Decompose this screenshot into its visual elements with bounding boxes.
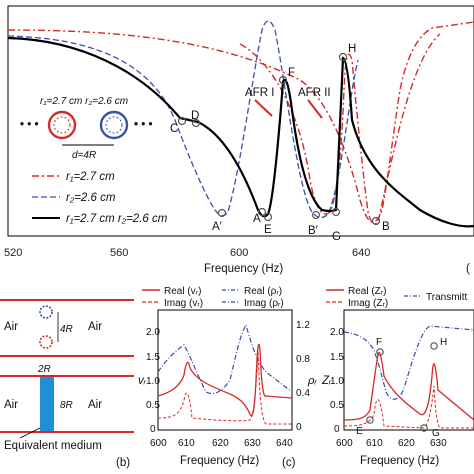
d-xt-610: 610: [366, 438, 383, 449]
c-xt-610: 610: [178, 438, 195, 449]
curve-r2: [7, 20, 359, 219]
d-yt-2: 2.0: [330, 327, 344, 338]
c-yt-1: 1.0: [146, 376, 160, 387]
d-xt-620: 620: [398, 438, 415, 449]
c-yt-15: 1.5: [146, 352, 160, 363]
point-markers: [177, 52, 381, 226]
d-point-f: F: [376, 337, 382, 348]
b-equivalent-slab: [40, 377, 54, 431]
d-legend-2: Transmitt: [426, 292, 468, 303]
legend-r2: r₂=2.6 cm: [66, 192, 116, 204]
inset-dots-left: • • •: [20, 119, 38, 131]
c-xt-640: 640: [276, 438, 293, 449]
c-label: (c): [282, 457, 296, 469]
legend-combined: r₁=2.7 cm r₂=2.6 cm: [66, 213, 168, 225]
inset-spacing: d=4R: [72, 150, 96, 161]
point-label-h: H: [348, 43, 356, 55]
c-xlabel: Frequency (Hz): [180, 455, 259, 467]
c-xt-600: 600: [150, 438, 167, 449]
d-ylabel: Zᵣ: [321, 375, 332, 387]
point-label-g: G: [332, 231, 341, 243]
c-yr-04: 0.4: [296, 388, 310, 399]
c-yt-0: 0: [150, 424, 156, 435]
b-dim-width: 2R: [37, 364, 51, 375]
d-yt-05: 0.5: [330, 400, 344, 411]
panel-d: Real (Zᵣ) Imag (Zᵣ) Transmitt F H E G 2.…: [321, 286, 474, 467]
b-air-left-top: Air: [4, 321, 18, 333]
d-xt-630: 630: [430, 438, 447, 449]
b-dim-height: 8R: [60, 400, 73, 411]
b-caption: Equivalent medium: [4, 440, 102, 452]
c-yt-2: 2.0: [146, 327, 160, 338]
point-label-c: C: [170, 123, 178, 135]
d-yt-1: 1.0: [330, 376, 344, 387]
c-yr-08: 0.8: [296, 354, 310, 365]
d-xlabel: Frequency (Hz): [360, 455, 439, 467]
x-tick-640: 640: [352, 247, 370, 259]
c-yr-0: 0: [296, 422, 302, 433]
panel-c: Real (vᵣ) Imag (vᵣ) Real (ρᵣ) Imag (ρᵣ) …: [138, 286, 318, 469]
d-point-e: E: [356, 426, 363, 437]
inset-dots-right: • • •: [134, 119, 152, 131]
inset-rings: • • • • • • d=4R r₁=2.7 cm r₂=2.6 cm: [20, 96, 152, 161]
legend-r1: r₁=2.7 cm: [66, 171, 115, 183]
d-curve-real-z: [343, 351, 474, 421]
d-legend-0: Real (Zᵣ): [348, 286, 387, 297]
point-label-b: B: [382, 221, 390, 233]
d-point-g: G: [432, 428, 440, 439]
curve-r1-peak: [239, 33, 441, 225]
c-frame: [157, 309, 293, 431]
d-point-markers: [366, 342, 438, 432]
point-label-b-prime: B′: [308, 225, 318, 237]
c-ylabel-right: ρᵣ: [307, 375, 318, 387]
point-label-e: E: [264, 224, 272, 236]
main-legend: r₁=2.7 cm r₂=2.6 cm r₁=2.7 cm r₂=2.6 cm: [32, 171, 168, 225]
x-tick-600: 600: [230, 247, 248, 259]
c-legend-3: Imag (ρᵣ): [244, 298, 284, 309]
b-dim-top: 4R: [60, 324, 73, 335]
c-yt-05: 0.5: [146, 400, 160, 411]
b-label: (b): [116, 457, 130, 469]
c-ylabel-left: vᵣ: [138, 375, 147, 387]
b-air-left-bottom: Air: [4, 399, 18, 411]
d-curve-transmit: [343, 325, 474, 400]
d-point-h: H: [440, 337, 447, 348]
point-label-a-prime: A′: [212, 221, 222, 233]
d-curve-imag-z: [343, 385, 474, 429]
panel-b: Air Air 4R 2R 8R Air Air Equivalent medi…: [0, 299, 134, 469]
c-legend-2: Real (ρᵣ): [244, 286, 282, 297]
inset-label: r₁=2.7 cm r₂=2.6 cm: [40, 96, 128, 107]
point-label-a: A: [253, 213, 261, 225]
d-frame: [343, 309, 474, 431]
afr-2-marker: [307, 99, 323, 119]
curve-r1: [7, 21, 474, 223]
x-tick-520: 520: [4, 247, 22, 259]
c-xt-630: 630: [244, 438, 261, 449]
curve-combined: [7, 36, 474, 228]
point-label-d: D: [191, 110, 199, 122]
c-curve-real-v: [157, 343, 293, 417]
d-yt-15: 1.5: [330, 352, 344, 363]
c-yr-12: 1.2: [296, 320, 310, 331]
b-air-right-bottom: Air: [88, 399, 102, 411]
c-curve-imag-v: [157, 349, 292, 425]
c-legend-0: Real (vᵣ): [164, 286, 201, 297]
main-plot-frame: [7, 5, 474, 237]
c-legend-1: Imag (vᵣ): [164, 298, 203, 309]
afr-2-label: AFR II: [298, 87, 331, 99]
main-panel-label: (: [466, 263, 470, 275]
d-xt-600: 600: [336, 438, 353, 449]
afr-1-marker: [254, 99, 273, 117]
main-plot: AFR I AFR II C D A′ A E F B′ G H B • • •…: [4, 5, 474, 275]
b-air-right-top: Air: [88, 321, 102, 333]
point-label-f: F: [288, 67, 295, 79]
d-legend-1: Imag (Zᵣ): [348, 298, 388, 309]
c-xt-620: 620: [212, 438, 229, 449]
c-curve-real-rho: [157, 323, 293, 395]
main-xlabel: Frequency (Hz): [204, 263, 283, 275]
d-yt-0: 0: [334, 424, 340, 435]
afr-1-label: AFR I: [245, 87, 274, 99]
x-tick-560: 560: [110, 247, 128, 259]
